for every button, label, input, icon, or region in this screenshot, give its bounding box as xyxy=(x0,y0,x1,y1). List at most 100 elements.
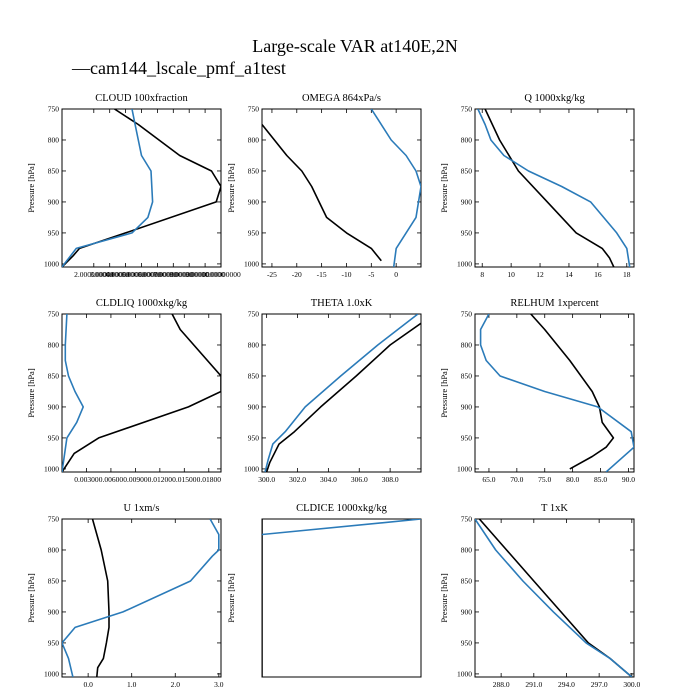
plot-frame xyxy=(61,108,222,268)
panel-8: T 1xK Pressure [hPa] 750 800 850 900 950 1000 28… xyxy=(439,503,641,689)
x-tick-label: -5 xyxy=(368,270,374,279)
y-tick-label: 1000 xyxy=(244,259,259,268)
x-tick-label: 297.0 xyxy=(591,680,608,689)
x-tick-label: 0.00600 xyxy=(99,475,124,484)
x-tick-label: 4.000000000 xyxy=(106,270,146,279)
panel-2: Q 1000xkg/kg Pressure [hPa] 750 800 850 900 95… xyxy=(439,93,635,279)
y-tick-label: 950 xyxy=(48,228,60,237)
x-tick-label: 288.0 xyxy=(493,680,510,689)
y-axis-label: Pressure [hPa] xyxy=(439,368,449,418)
x-tick-label: 0.01800 xyxy=(197,475,222,484)
series-line-exp xyxy=(370,109,421,267)
y-tick-label: 950 xyxy=(248,433,260,442)
y-tick-label: 950 xyxy=(461,433,473,442)
y-tick-label: 1000 xyxy=(457,669,472,678)
y-axis-label: Pressure [hPa] xyxy=(226,573,236,623)
y-tick-label: 900 xyxy=(48,197,60,206)
x-tick-label: 2.000000000 xyxy=(74,270,114,279)
y-tick-label: 850 xyxy=(461,166,473,175)
panel-title: T 1xK xyxy=(541,503,568,514)
x-tick-label: 294.0 xyxy=(558,680,575,689)
y-tick-label: 800 xyxy=(461,340,473,349)
panel-0: CLOUD 100xfraction Pressure [hPa] 750 800 85… xyxy=(26,93,241,279)
y-tick-label: 750 xyxy=(461,310,473,319)
series-line-ref xyxy=(62,314,221,472)
plot-frame xyxy=(261,108,422,268)
y-tick-label: 900 xyxy=(248,402,260,411)
series-line-ref xyxy=(91,519,110,677)
series-line-ref xyxy=(265,322,421,472)
y-tick-label: 1000 xyxy=(457,259,472,268)
x-tick-label: 0.0 xyxy=(83,680,93,689)
series-line-exp xyxy=(62,314,84,472)
x-tick-label: 18 xyxy=(623,270,631,279)
y-tick-label: 950 xyxy=(48,433,60,442)
x-tick-label: 3.000000000 xyxy=(90,270,130,279)
series-line-ref xyxy=(478,519,633,677)
legend-label: cam144_lscale_pmf_a1test xyxy=(90,58,286,78)
y-tick-label: 1000 xyxy=(44,259,59,268)
y-tick-label: 900 xyxy=(461,607,473,616)
y-tick-label: 850 xyxy=(48,166,60,175)
y-axis-label: Pressure [hPa] xyxy=(226,163,236,213)
series-line-ref xyxy=(484,109,615,267)
y-tick-label: 750 xyxy=(48,515,60,524)
series-line-ref xyxy=(262,124,382,262)
x-tick-label: 8.000000000 xyxy=(170,270,210,279)
x-tick-label: 3.0 xyxy=(214,680,224,689)
x-tick-label: -25 xyxy=(267,270,277,279)
y-tick-label: 800 xyxy=(48,340,60,349)
y-tick-label: 800 xyxy=(48,135,60,144)
x-tick-label: 12 xyxy=(536,270,544,279)
x-tick-label: -15 xyxy=(317,270,327,279)
x-tick-label: 0.00300 xyxy=(74,475,99,484)
y-tick-label: 800 xyxy=(248,135,260,144)
y-tick-label: 900 xyxy=(48,402,60,411)
panel-title: THETA 1.0xK xyxy=(311,298,373,309)
x-tick-label: 14 xyxy=(565,270,573,279)
y-tick-label: 1000 xyxy=(244,464,259,473)
y-tick-label: 1000 xyxy=(44,464,59,473)
y-tick-label: 750 xyxy=(461,515,473,524)
plot-frame xyxy=(261,313,422,473)
x-tick-label: 90.0 xyxy=(622,475,635,484)
y-tick-label: 1000 xyxy=(44,669,59,678)
panel-3: CLDLIQ 1000xkg/kg Pressure [hPa] 750 800 850… xyxy=(26,298,222,484)
y-axis-label: Pressure [hPa] xyxy=(439,163,449,213)
x-tick-label: 65.0 xyxy=(482,475,495,484)
x-tick-label: 6.000000000 xyxy=(138,270,178,279)
panel-7: CLDICE 1000xkg/kg Pressure [hPa] xyxy=(226,503,422,678)
y-axis-label: Pressure [hPa] xyxy=(26,163,36,213)
series-line-exp xyxy=(62,109,154,267)
x-tick-label: 10 xyxy=(507,270,515,279)
panel-title: RELHUM 1xpercent xyxy=(510,298,598,309)
panel-title: CLOUD 100xfraction xyxy=(95,93,188,104)
x-tick-label: 2.0 xyxy=(171,680,181,689)
series-line-exp xyxy=(62,519,220,677)
panel-1: OMEGA 864xPa/s Pressure [hPa] 750 800 850 900… xyxy=(226,93,422,279)
x-tick-label: 70.0 xyxy=(510,475,523,484)
x-tick-label: 85.0 xyxy=(594,475,607,484)
x-tick-label: -20 xyxy=(292,270,302,279)
panel-5: RELHUM 1xpercent Pressure [hPa] 750 800 850 9… xyxy=(439,298,635,484)
y-tick-label: 950 xyxy=(461,228,473,237)
series-line-ref xyxy=(530,314,615,470)
y-axis-label: Pressure [hPa] xyxy=(439,573,449,623)
y-tick-label: 850 xyxy=(48,371,60,380)
panel-title: CLDICE 1000xkg/kg xyxy=(296,503,387,514)
figure-title: Large-scale VAR at140E,2N xyxy=(252,36,457,56)
panel-6: U 1xm/s Pressure [hPa] 750 800 850 900 950 1000… xyxy=(26,503,224,689)
x-tick-label: 0.01500 xyxy=(172,475,197,484)
x-tick-label: 8 xyxy=(480,270,484,279)
x-tick-label: 80.0 xyxy=(566,475,579,484)
x-tick-label: 9.000000000 xyxy=(185,270,225,279)
x-tick-label: 0 xyxy=(394,270,398,279)
y-tick-label: 750 xyxy=(248,310,260,319)
y-tick-label: 800 xyxy=(461,135,473,144)
y-tick-label: 850 xyxy=(461,576,473,585)
panel-title: OMEGA 864xPa/s xyxy=(302,93,381,104)
x-tick-label: -10 xyxy=(341,270,351,279)
plot-frame xyxy=(261,518,422,678)
y-tick-label: 950 xyxy=(48,638,60,647)
plot-frame xyxy=(474,313,635,473)
